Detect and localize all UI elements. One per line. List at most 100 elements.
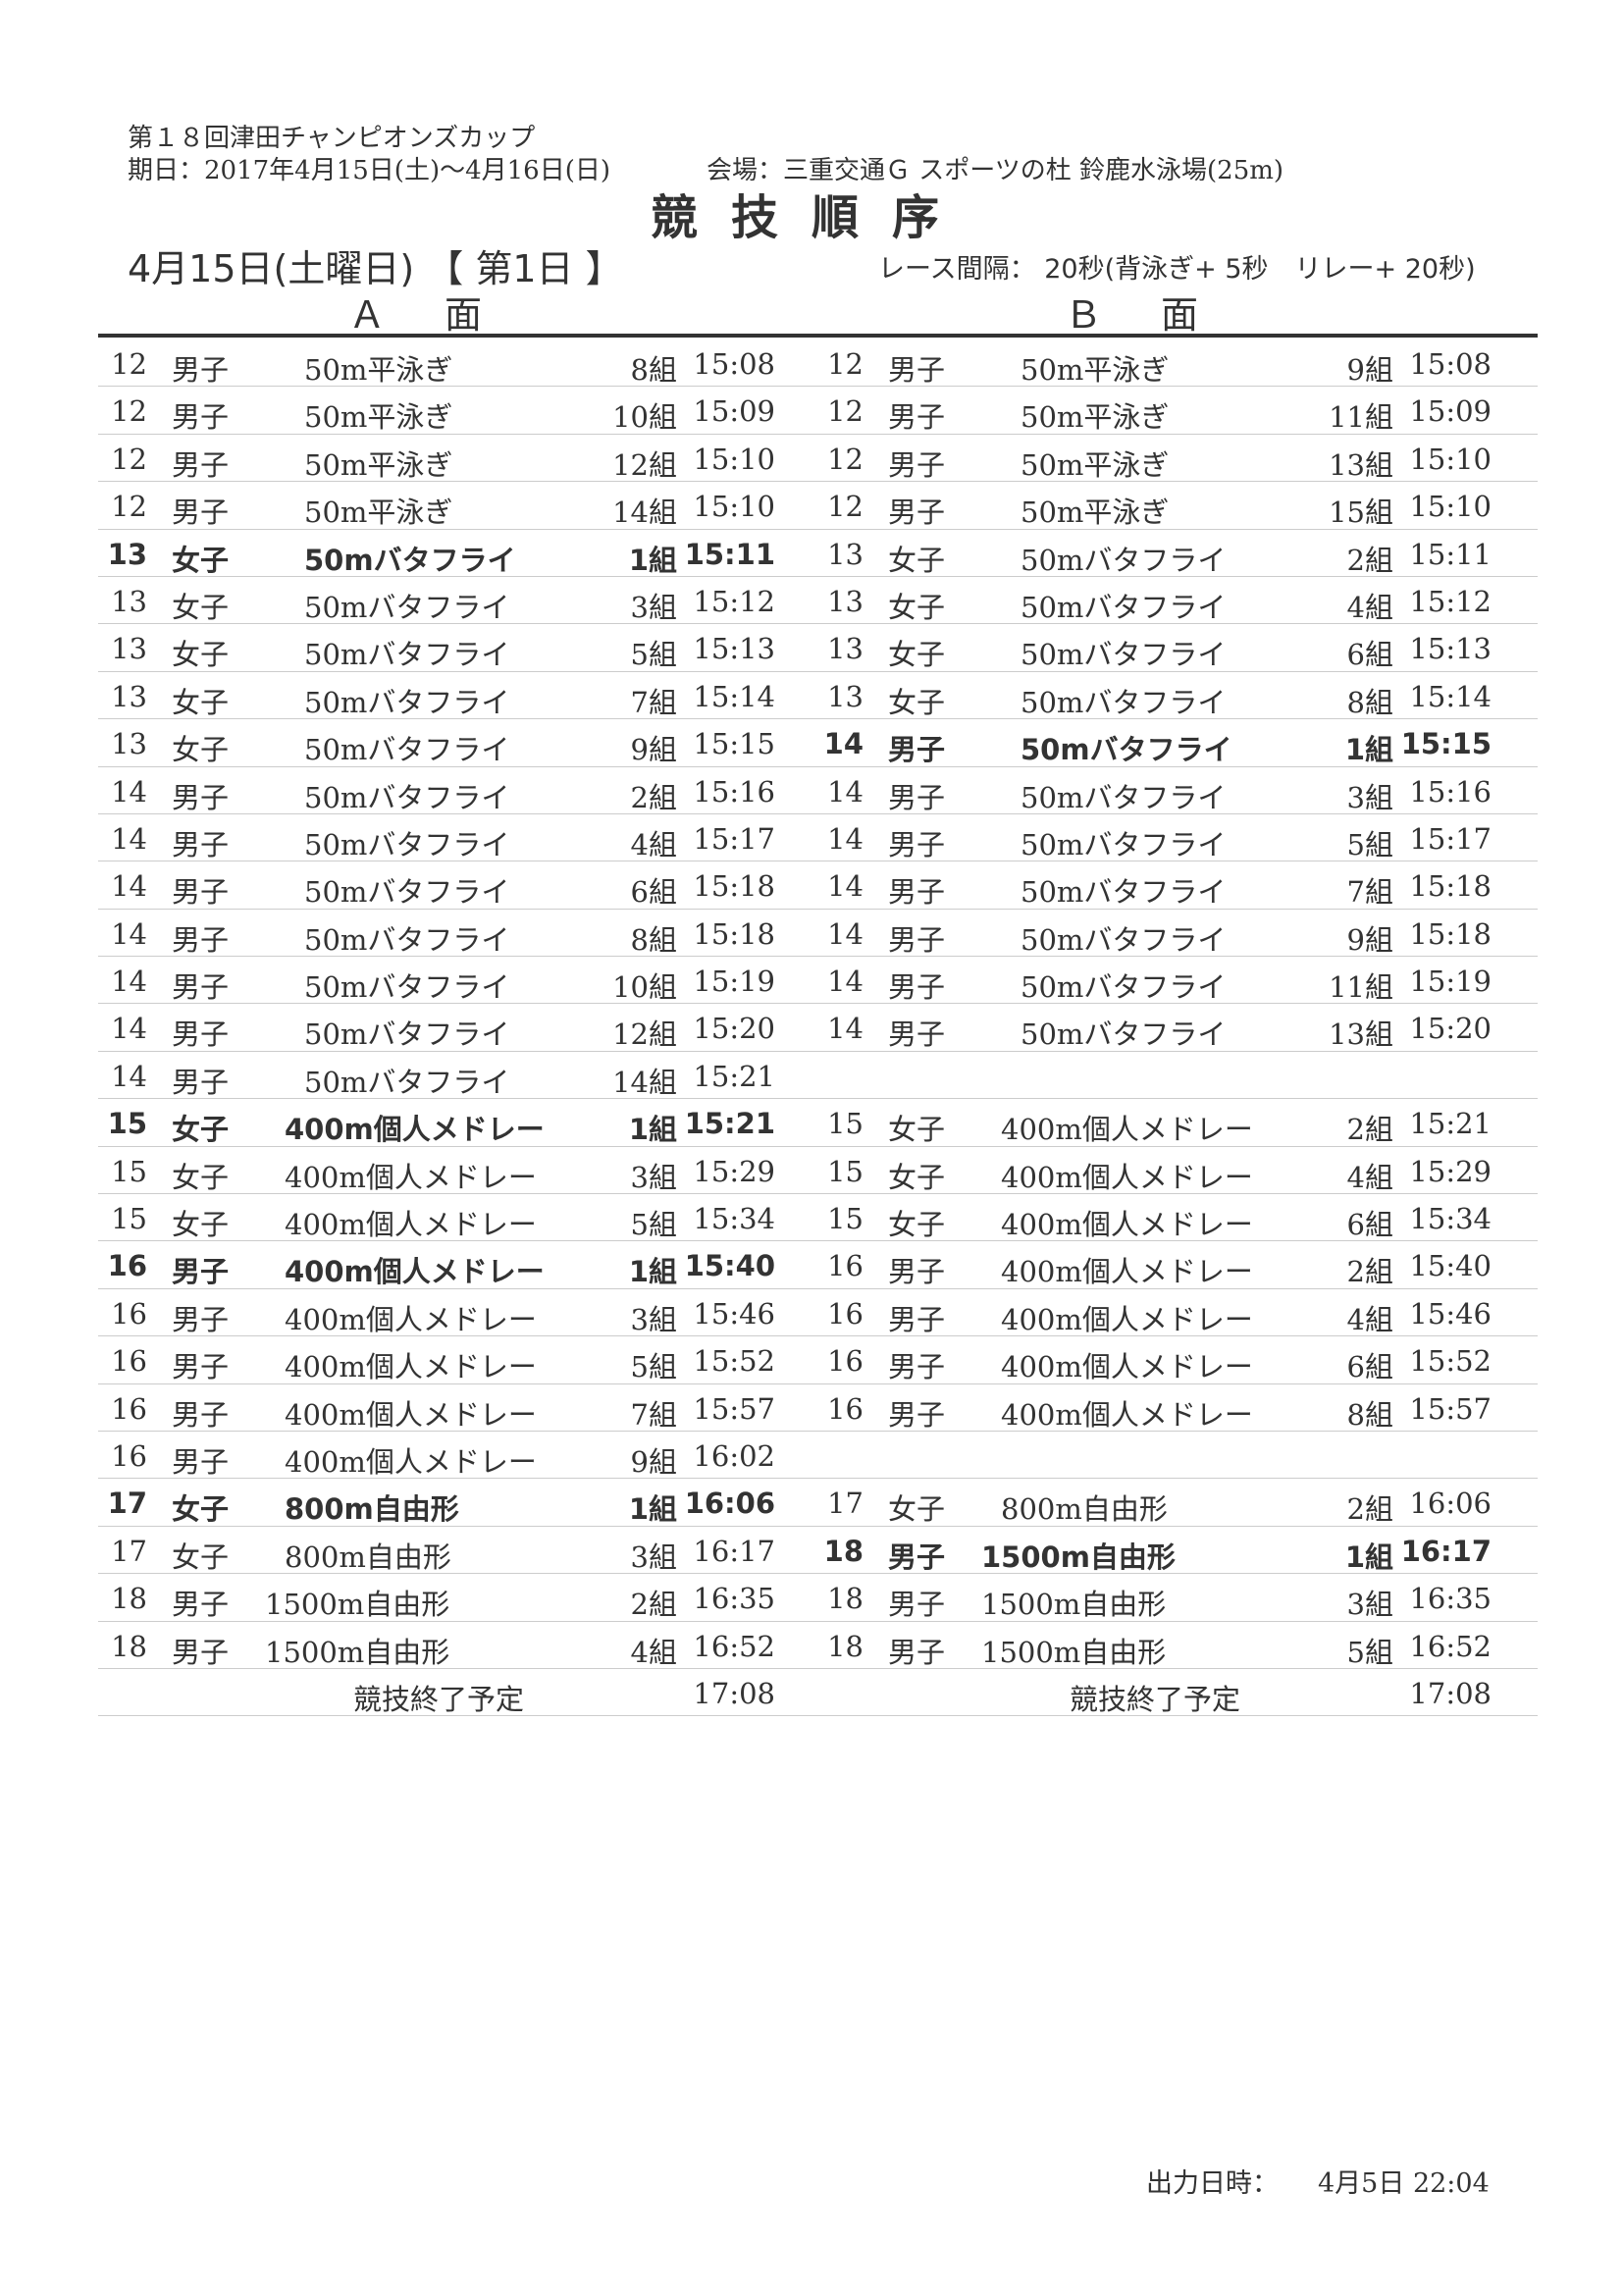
event-name: 50m平泳ぎ <box>1021 400 1170 435</box>
start-time: 15:11 <box>684 537 775 571</box>
event-name: 50m平泳ぎ <box>1021 447 1170 482</box>
gender: 女子 <box>172 1160 230 1194</box>
event-name: 1500m自由形 <box>265 1588 450 1622</box>
gender: 男子 <box>888 1397 946 1432</box>
table-row: 17 女子 800m自由形 3組 16:17 18 男子 1500m自由形 1組 16:17 <box>98 1527 1538 1575</box>
heat: 11組 <box>1329 970 1393 1005</box>
event-number: 15 <box>827 1107 864 1141</box>
event-name: 400m個人メドレー <box>1001 1350 1253 1384</box>
gender: 男子 <box>888 733 946 767</box>
event-name: 400m個人メドレー <box>285 1255 545 1289</box>
heat: 1組 <box>1344 1539 1393 1574</box>
start-time: 15:18 <box>1409 916 1492 951</box>
event-name: 50mバタフライ <box>1021 590 1227 624</box>
event-name: 1500m自由形 <box>981 1635 1167 1669</box>
heat: 4組 <box>630 1635 677 1669</box>
gender: 男子 <box>888 1302 946 1336</box>
output-label: 出力日時： <box>1146 2168 1279 2199</box>
event-name: 400m個人メドレー <box>1001 1208 1253 1242</box>
start-time: 15:19 <box>1409 965 1492 999</box>
heat: 6組 <box>1346 1208 1393 1242</box>
gender: 男子 <box>888 400 946 435</box>
event-name: 50mバタフライ <box>1021 970 1227 1005</box>
table-row: 14 男子 50mバタフライ 14組 15:21 <box>98 1052 1538 1100</box>
event-name: 400m個人メドレー <box>285 1113 545 1147</box>
event-number: 16 <box>827 1391 864 1426</box>
event-name: 50mバタフライ <box>1021 827 1227 861</box>
event-number: 16 <box>107 1249 147 1283</box>
gender: 女子 <box>172 1539 230 1574</box>
table-row: 14 男子 50mバタフライ 12組 15:20 14 男子 50mバタフライ 13組 15:20 <box>98 1004 1538 1052</box>
heat: 1組 <box>1344 733 1393 767</box>
gender: 女子 <box>172 590 230 624</box>
table-row: 13 女子 50mバタフライ 1組 15:11 13 女子 50mバタフライ 2組 15:11 <box>98 530 1538 577</box>
event-name: 50m平泳ぎ <box>304 400 453 435</box>
gender: 女子 <box>172 733 230 767</box>
event-number: 12 <box>827 394 864 429</box>
event-name: 800m自由形 <box>285 1539 451 1574</box>
heat: 5組 <box>1346 1635 1393 1669</box>
event-number: 16 <box>111 1391 147 1426</box>
start-time: 15:34 <box>693 1202 775 1236</box>
gender: 男子 <box>172 1588 230 1622</box>
day-heading: 4月15日(土曜日) 【 第1日 】 <box>128 247 623 290</box>
gender: 男子 <box>888 1539 946 1574</box>
start-time: 15:52 <box>1409 1344 1492 1379</box>
event-name: 50mバタフライ <box>1021 638 1227 672</box>
event-name: 400m個人メドレー <box>1001 1302 1253 1336</box>
event-name: 400m個人メドレー <box>1001 1255 1253 1289</box>
gender: 男子 <box>888 1018 946 1052</box>
event-number: 14 <box>111 869 147 904</box>
event-number: 13 <box>107 537 147 571</box>
gender: 女子 <box>888 1492 946 1527</box>
start-time: 16:02 <box>693 1438 775 1473</box>
gender: 男子 <box>888 1350 946 1384</box>
event-name: 50mバタフライ <box>1021 543 1227 577</box>
heat: 7組 <box>630 1397 677 1432</box>
event-number: 12 <box>827 442 864 476</box>
heat: 9組 <box>630 733 677 767</box>
gender: 男子 <box>888 827 946 861</box>
gender: 男子 <box>888 496 946 530</box>
gender: 男子 <box>888 447 946 482</box>
start-time: 15:18 <box>693 916 775 951</box>
gender: 男子 <box>172 400 230 435</box>
gender: 女子 <box>172 685 230 719</box>
event-number: 16 <box>827 1344 864 1379</box>
table-row: 16 男子 400m個人メドレー 9組 16:02 <box>98 1432 1538 1480</box>
event-number: 15 <box>827 1154 864 1188</box>
start-time: 16:52 <box>693 1629 775 1663</box>
heat: 12組 <box>612 447 677 482</box>
heat: 5組 <box>630 1350 677 1384</box>
gender: 女子 <box>888 1160 946 1194</box>
event-number: 17 <box>827 1487 864 1521</box>
heat: 4組 <box>1346 1160 1393 1194</box>
heat: 1組 <box>628 543 677 577</box>
event-number: 12 <box>827 490 864 524</box>
table-row: 12 男子 50m平泳ぎ 12組 15:10 12 男子 50m平泳ぎ 13組 15:10 <box>98 435 1538 483</box>
event-number: 13 <box>111 584 147 618</box>
event-name: 50mバタフライ <box>1021 685 1227 719</box>
heat: 4組 <box>630 827 677 861</box>
event-number: 13 <box>111 679 147 713</box>
table-row: 15 女子 400m個人メドレー 5組 15:34 15 女子 400m個人メドレー 6組 15:… <box>98 1194 1538 1242</box>
event-name: 50mバタフライ <box>304 638 510 672</box>
side-b-heading: Ｂ面 <box>1065 293 1258 337</box>
heat: 2組 <box>1346 543 1393 577</box>
start-time: 15:16 <box>1409 774 1492 809</box>
table-row: 17 女子 800m自由形 1組 16:06 17 女子 800m自由形 2組 16:06 <box>98 1479 1538 1527</box>
start-time: 15:34 <box>1409 1202 1492 1236</box>
event-number: 15 <box>111 1154 147 1188</box>
end-label-a: 競技終了予定 <box>353 1682 525 1716</box>
end-time-a: 17:08 <box>693 1676 775 1710</box>
heat: 14組 <box>612 496 677 530</box>
event-name: 50m平泳ぎ <box>1021 496 1170 530</box>
event-number: 12 <box>111 490 147 524</box>
heat: 14組 <box>612 1065 677 1099</box>
start-time: 15:21 <box>693 1059 775 1093</box>
heat: 7組 <box>1346 875 1393 910</box>
event-name: 800m自由形 <box>1001 1492 1168 1527</box>
gender: 男子 <box>172 1635 230 1669</box>
event-number: 13 <box>827 584 864 618</box>
start-time: 15:14 <box>1409 679 1492 713</box>
